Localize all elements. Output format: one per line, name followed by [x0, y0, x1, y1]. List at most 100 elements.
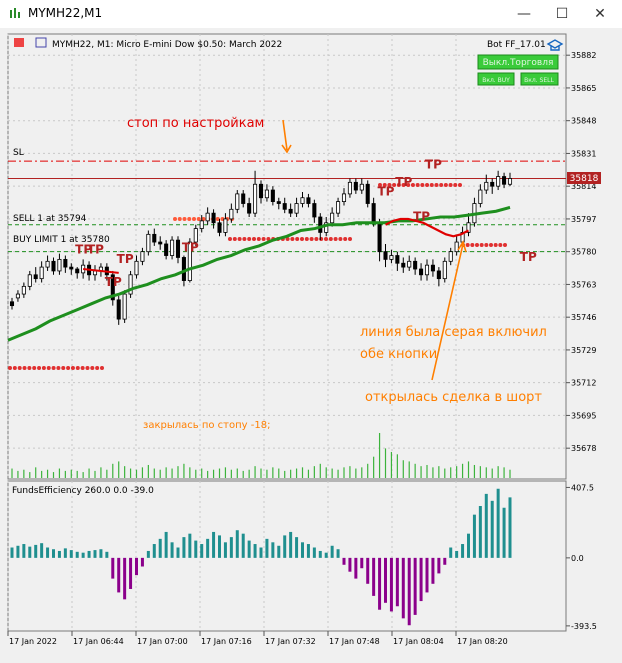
moving-averages [7, 205, 511, 342]
candle-body [496, 176, 501, 187]
graduation-cap-icon [546, 39, 564, 51]
order-dot [434, 183, 439, 187]
x-tick-label: 17 Jan 07:32 [265, 637, 316, 646]
buy-enable-button[interactable]: Вкл. BUY [477, 72, 515, 86]
candle-body [264, 189, 269, 199]
order-dot [12, 366, 17, 370]
order-dot [201, 217, 206, 221]
y-tick-label: 407.5 [571, 483, 594, 492]
order-dot [324, 237, 328, 241]
y-tick-label: -393.5 [571, 622, 597, 631]
candle-body [9, 301, 15, 307]
candle-body [235, 193, 240, 210]
order-dot [8, 366, 12, 370]
indicator-plot-area [7, 480, 567, 632]
candle-body [134, 260, 139, 276]
maximize-button[interactable]: ☐ [555, 6, 569, 22]
candle-body [276, 201, 281, 204]
candle-body [306, 197, 311, 204]
y-tick-label: 35831 [571, 149, 596, 158]
candle-body [401, 262, 406, 268]
candle-body [199, 220, 204, 229]
close-button[interactable]: ✕ [594, 6, 606, 22]
candle-body [164, 243, 169, 256]
order-dot [420, 183, 425, 187]
candle-body [158, 241, 163, 245]
order-dot [439, 183, 444, 187]
order-dot [285, 237, 290, 241]
x-tick-label: 17 Jan 06:44 [73, 637, 124, 646]
candle-body [324, 222, 329, 233]
candle-body [258, 183, 264, 199]
annotation-closed: закрылась по стопу -18; [143, 420, 270, 431]
chart-frame: MYMH22, M1: Micro E-mini Dow $0.50: Marc… [0, 28, 622, 663]
order-dot [378, 183, 382, 187]
order-dot [27, 366, 32, 370]
ma-green-line [7, 205, 511, 342]
candle-body [247, 203, 252, 214]
order-dot [503, 243, 507, 247]
y-tick-label: 35797 [571, 215, 596, 224]
candle-body [371, 203, 376, 224]
candle-body [152, 233, 157, 243]
order-dot [406, 183, 411, 187]
candle-body [466, 222, 471, 233]
y-tick-label: 35763 [571, 280, 596, 289]
main-plot-area [7, 33, 567, 480]
sell-enable-button[interactable]: Вкл. SELL [520, 72, 559, 86]
order-dot [32, 366, 37, 370]
tp-marker: TP [105, 275, 122, 289]
order-dot [338, 237, 343, 241]
candle-body [175, 239, 181, 258]
candle-body [300, 197, 305, 204]
candle-body [318, 216, 323, 233]
annotation-short: открылась сделка в шорт [365, 390, 542, 405]
x-tick-label: 17 Jan 2022 [9, 637, 57, 646]
order-dot [290, 237, 295, 241]
minimize-button[interactable]: — [517, 6, 531, 22]
candle-body [383, 251, 388, 260]
candle-body [330, 212, 335, 224]
candle-body [413, 260, 418, 270]
sl-line-label: SL [13, 148, 24, 158]
arrow-stop [281, 119, 292, 154]
order-dot [479, 243, 484, 247]
trade-icon[interactable] [35, 37, 47, 48]
x-tick-label: 17 Jan 07:48 [329, 637, 380, 646]
chart-type-icon[interactable] [14, 38, 24, 47]
order-dot [46, 366, 51, 370]
candle-body [424, 264, 430, 276]
y-tick-label: 35746 [571, 313, 596, 322]
current-price-tag: 35818 [567, 172, 601, 184]
candle-body [187, 241, 192, 281]
order-dot [56, 366, 61, 370]
candle-body [63, 258, 68, 268]
candle-body [430, 264, 435, 272]
y-tick-label: 35695 [571, 411, 596, 420]
order-dot [261, 237, 266, 241]
candle-body [312, 203, 317, 218]
candle-body [502, 176, 507, 185]
order-dot [387, 183, 392, 187]
order-dot [228, 237, 232, 241]
candle-body [407, 260, 412, 268]
price-chart[interactable]: MYMH22, M1: Micro E-mini Dow $0.50: Marc… [0, 28, 622, 655]
order-dot [401, 183, 406, 187]
order-dot [61, 366, 66, 370]
order-dot [493, 243, 498, 247]
candle-body [282, 203, 287, 210]
y-tick-label: 35780 [571, 248, 596, 257]
order-dot [85, 366, 90, 370]
candle-body [57, 258, 62, 272]
tp-marker: TP [378, 185, 395, 199]
chart-header: MYMH22, M1: Micro E-mini Dow $0.50: Marc… [14, 37, 564, 51]
trading-toggle-button[interactable]: Выкл.Торговля [477, 54, 559, 70]
candle-body [45, 260, 50, 268]
order-dot [80, 366, 85, 370]
order-dot [196, 217, 201, 221]
candle-body [454, 241, 459, 253]
order-dot [182, 217, 187, 221]
x-tick-label: 17 Jan 07:16 [201, 637, 252, 646]
order-dot [448, 183, 453, 187]
y-tick-label: 35814 [571, 182, 596, 191]
